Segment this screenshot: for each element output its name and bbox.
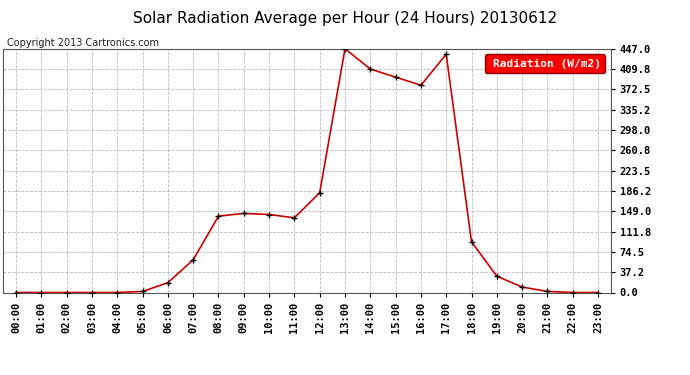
Text: Solar Radiation Average per Hour (24 Hours) 20130612: Solar Radiation Average per Hour (24 Hou… xyxy=(133,11,557,26)
Legend: Radiation (W/m2): Radiation (W/m2) xyxy=(485,54,605,73)
Text: Copyright 2013 Cartronics.com: Copyright 2013 Cartronics.com xyxy=(7,38,159,48)
